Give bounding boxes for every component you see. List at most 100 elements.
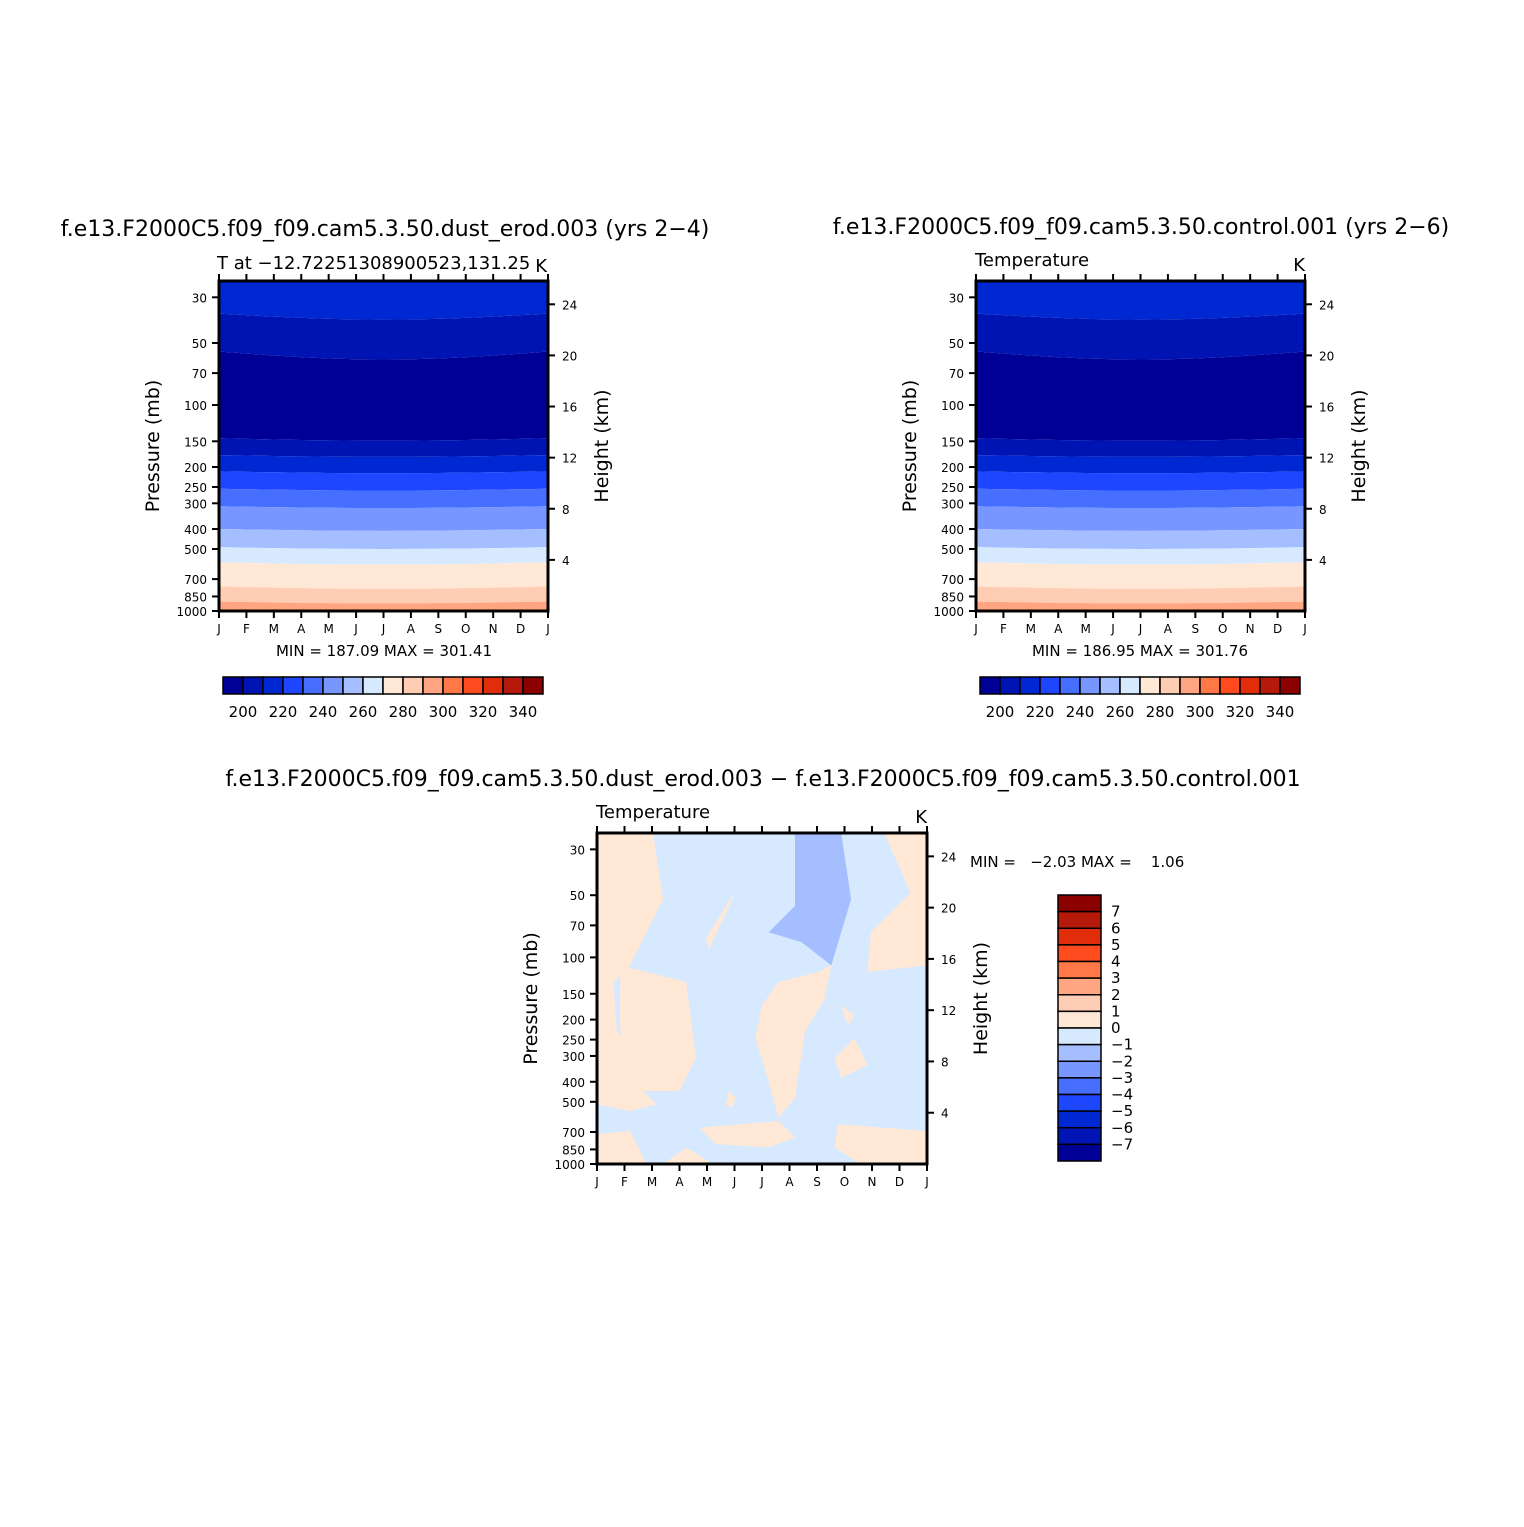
panel1-pressure-label: 300: [184, 497, 207, 511]
panel2-band: [976, 586, 1305, 604]
panel3-unit: K: [915, 807, 928, 828]
panel2-height-label: 24: [1319, 298, 1334, 312]
panel1-stats: MIN = 187.09 MAX = 301.41: [276, 642, 492, 660]
panel2-band: [976, 471, 1305, 491]
panel1-height-label: 20: [562, 349, 577, 363]
panel3-colorbar-swatch: [1057, 894, 1102, 913]
panel2-colorbar-swatch: [1119, 676, 1141, 695]
panel3-month-label: N: [868, 1175, 877, 1189]
panel3-colorbar-swatch: [1057, 1093, 1102, 1112]
panel3-colorbar-swatch: [1057, 1127, 1102, 1146]
panel3-stats: MIN = −2.03 MAX = 1.06: [970, 853, 1184, 871]
panel2-month-label: S: [1192, 622, 1200, 636]
panel2-pressure-label: 700: [941, 573, 964, 587]
panel2-colorbar-swatch: [1039, 676, 1061, 695]
panel2-month-label: A: [1164, 622, 1173, 636]
panel2-pressure-label: 250: [941, 481, 964, 495]
panel1-pressure-label: 150: [184, 435, 207, 449]
panel1-pressure-label: 250: [184, 481, 207, 495]
panel1-band: [219, 586, 548, 604]
panel3-colorbar-swatch: [1057, 944, 1102, 963]
panel1-colorbar-swatch: [322, 676, 344, 695]
panel1-subtitle: T at −12.72251308900523,131.25: [216, 253, 530, 274]
panel3-positive-region: [663, 1147, 713, 1164]
panel3-pressure-label: 30: [570, 843, 585, 857]
panel2-stats: MIN = 186.95 MAX = 301.76: [1032, 642, 1248, 660]
panel3-colorbar-swatch: [1057, 1010, 1102, 1029]
panel1-colorbar-swatch: [482, 676, 504, 695]
panel2-ylabel: Pressure (mb): [899, 380, 921, 513]
panel1-pressure-label: 200: [184, 461, 207, 475]
panel1-height-label: 12: [562, 452, 577, 466]
panel1-pressure-label: 400: [184, 523, 207, 537]
panel3-pressure-label: 850: [562, 1143, 585, 1157]
panel3-colorbar-swatch: [1057, 994, 1102, 1013]
panel3-height-label: 24: [941, 850, 956, 864]
panel2-band: [976, 506, 1305, 531]
panel1-band: [219, 562, 548, 589]
panel1-plot: J F M A M J J A S O N D J 30 50 70 100 150 200 250 300 400 500…: [142, 274, 613, 636]
panel2-ylabel-right: Height (km): [1348, 389, 1370, 502]
panel2-pressure-label: 300: [941, 497, 964, 511]
panel3-height-label: 20: [941, 902, 956, 916]
panel3-colorbar-label: −4: [1111, 1086, 1133, 1104]
panel2-colorbar-label: 280: [1146, 703, 1175, 721]
panel3-colorbar-swatch: [1057, 1143, 1102, 1162]
panel1-colorbar-label: 300: [429, 703, 458, 721]
panel2-band: [976, 455, 1305, 474]
panel2-colorbar-swatch: [1279, 676, 1301, 695]
panel2-unit: K: [1293, 255, 1306, 276]
panel1-height-label: 8: [562, 503, 570, 517]
panel1-month-label: N: [489, 622, 498, 636]
panel1-colorbar-label: 260: [349, 703, 378, 721]
panel3-month-label: O: [840, 1175, 849, 1189]
panel2-month-label: O: [1218, 622, 1227, 636]
panel2-month-label: A: [1054, 622, 1063, 636]
panel3-pressure-label: 1000: [554, 1158, 585, 1172]
panel1-height-label: 4: [562, 554, 570, 568]
panel2-band: [976, 488, 1305, 509]
panel2-pressure-label: 850: [941, 590, 964, 604]
panel2-title: f.e13.F2000C5.f09_f09.cam5.3.50.control.…: [833, 215, 1449, 240]
panel2-pressure-label: 50: [949, 337, 964, 351]
panel3-plot: J F M A M J J A S O N D J 30 50 70 100 150 200 250 300 400 500…: [520, 826, 992, 1189]
panel1-colorbar-label: 240: [309, 703, 338, 721]
panel2-pressure-label: 150: [941, 435, 964, 449]
panel3-month-label: M: [647, 1175, 657, 1189]
panel3-month-label: F: [621, 1175, 628, 1189]
panel3-title: f.e13.F2000C5.f09_f09.cam5.3.50.dust_ero…: [225, 767, 1300, 792]
panel2-colorbar-label: 220: [1026, 703, 1055, 721]
panel2-band: [976, 529, 1305, 549]
panel3-colorbar-swatch: [1057, 1043, 1102, 1062]
panel2-colorbar-swatch: [1139, 676, 1161, 695]
panel3-colorbar-swatch: [1057, 960, 1102, 979]
panel1-band: [219, 471, 548, 491]
panel3-height-label: 12: [941, 1004, 956, 1018]
panel2-height-label: 12: [1319, 452, 1334, 466]
panel2-band: [976, 562, 1305, 589]
panel1-pressure-label: 70: [192, 367, 207, 381]
panel3-colorbar-label: −2: [1111, 1052, 1133, 1070]
panel2-colorbar-swatch: [1259, 676, 1281, 695]
panel3-positive-region: [725, 1091, 736, 1108]
panel3-month-label: J: [594, 1175, 599, 1189]
panel3-positive-region: [597, 1130, 647, 1164]
panel2-colorbar-swatch: [1179, 676, 1201, 695]
panel1-pressure-label: 700: [184, 573, 207, 587]
panel2-month-label: J: [973, 622, 978, 636]
panel1-colorbar-swatch: [302, 676, 324, 695]
panel1-ylabel: Pressure (mb): [142, 380, 164, 513]
panel1-unit: K: [535, 256, 548, 277]
panel1-month-label: J: [216, 622, 221, 636]
panel3-positive-region: [841, 1005, 855, 1025]
panel3-pressure-label: 100: [562, 951, 585, 965]
panel3-colorbar-label: 4: [1111, 953, 1121, 971]
panel1-band: [219, 313, 548, 360]
panel2-colorbar-swatch: [1019, 676, 1041, 695]
panel2-band: [976, 547, 1305, 565]
panel1-pressure-label: 100: [184, 399, 207, 413]
panel3-colorbar-swatch: [1057, 977, 1102, 996]
panel3-colorbar-swatch: [1057, 1060, 1102, 1079]
panel2-pressure-label: 100: [941, 399, 964, 413]
